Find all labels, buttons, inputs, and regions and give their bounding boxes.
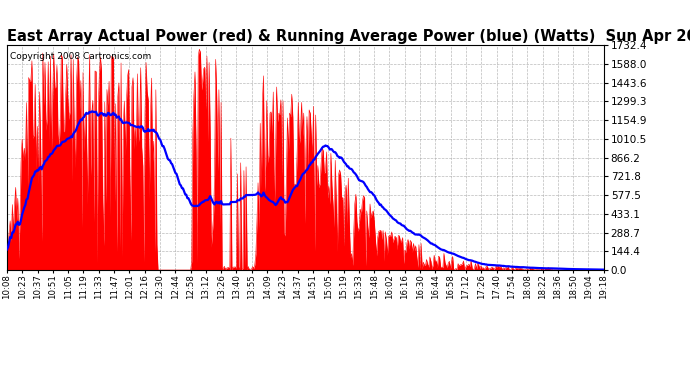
Text: East Array Actual Power (red) & Running Average Power (blue) (Watts)  Sun Apr 20: East Array Actual Power (red) & Running … <box>7 29 690 44</box>
Text: Copyright 2008 Cartronics.com: Copyright 2008 Cartronics.com <box>10 52 151 61</box>
